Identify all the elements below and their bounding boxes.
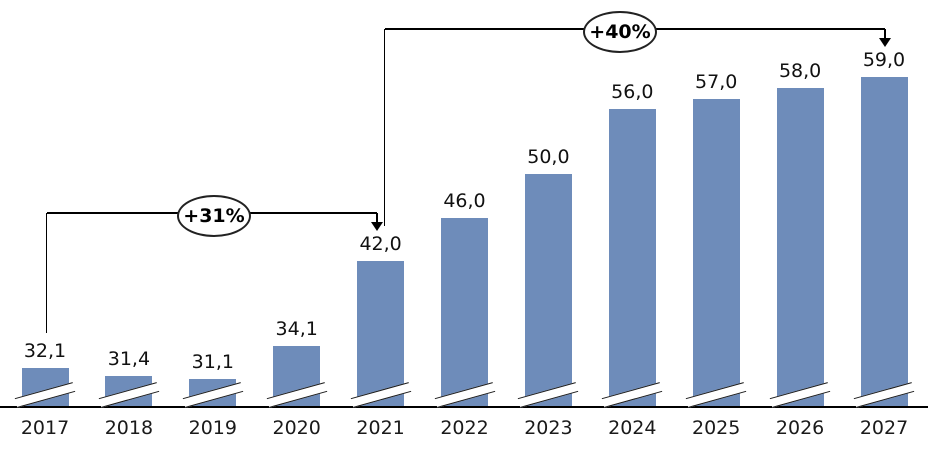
x-axis-label: 2018 xyxy=(104,417,154,439)
bar-value-label: 32,1 xyxy=(23,340,67,362)
annotation-start-line xyxy=(45,213,48,333)
annotation-end-line xyxy=(376,213,378,223)
x-axis-label: 2019 xyxy=(188,417,237,439)
bar-value-label: 59,0 xyxy=(862,49,906,71)
annotation-badge: +31% xyxy=(177,195,251,237)
bar-2025 xyxy=(692,99,740,406)
bar-2023 xyxy=(524,174,572,406)
arrow-down-icon xyxy=(371,222,383,231)
x-axis-label: 2027 xyxy=(859,417,909,439)
bar-2024 xyxy=(608,109,656,406)
arrow-down-icon xyxy=(879,38,891,47)
bar-value-label: 50,0 xyxy=(527,146,570,168)
bar-value-label: 56,0 xyxy=(611,81,654,103)
bar-2026 xyxy=(776,88,824,406)
bar-2027 xyxy=(860,77,908,406)
annotation-end-line xyxy=(884,29,886,39)
bar-value-label: 58,0 xyxy=(778,60,822,82)
x-axis-label: 2025 xyxy=(692,417,741,439)
x-axis-label: 2017 xyxy=(20,417,70,439)
bar-value-label: 34,1 xyxy=(275,318,318,340)
x-axis-label: 2024 xyxy=(608,417,657,439)
annotation-start-line xyxy=(383,29,386,226)
bar-value-label: 57,0 xyxy=(695,71,738,93)
x-axis-label: 2022 xyxy=(440,417,489,439)
bar-value-label: 31,4 xyxy=(107,348,151,370)
x-axis-label: 2026 xyxy=(775,417,825,439)
bar-value-label: 46,0 xyxy=(443,190,486,212)
bar-value-label: 42,0 xyxy=(359,233,402,255)
x-axis-label: 2023 xyxy=(524,417,573,439)
x-axis-line xyxy=(0,405,928,408)
bar-2022 xyxy=(441,218,488,406)
bar-value-label: 31,1 xyxy=(191,351,234,373)
annotation-badge: +40% xyxy=(583,11,657,53)
x-axis-label: 2020 xyxy=(272,417,321,439)
x-axis-label: 2021 xyxy=(356,417,405,439)
bar-2021 xyxy=(357,261,405,406)
